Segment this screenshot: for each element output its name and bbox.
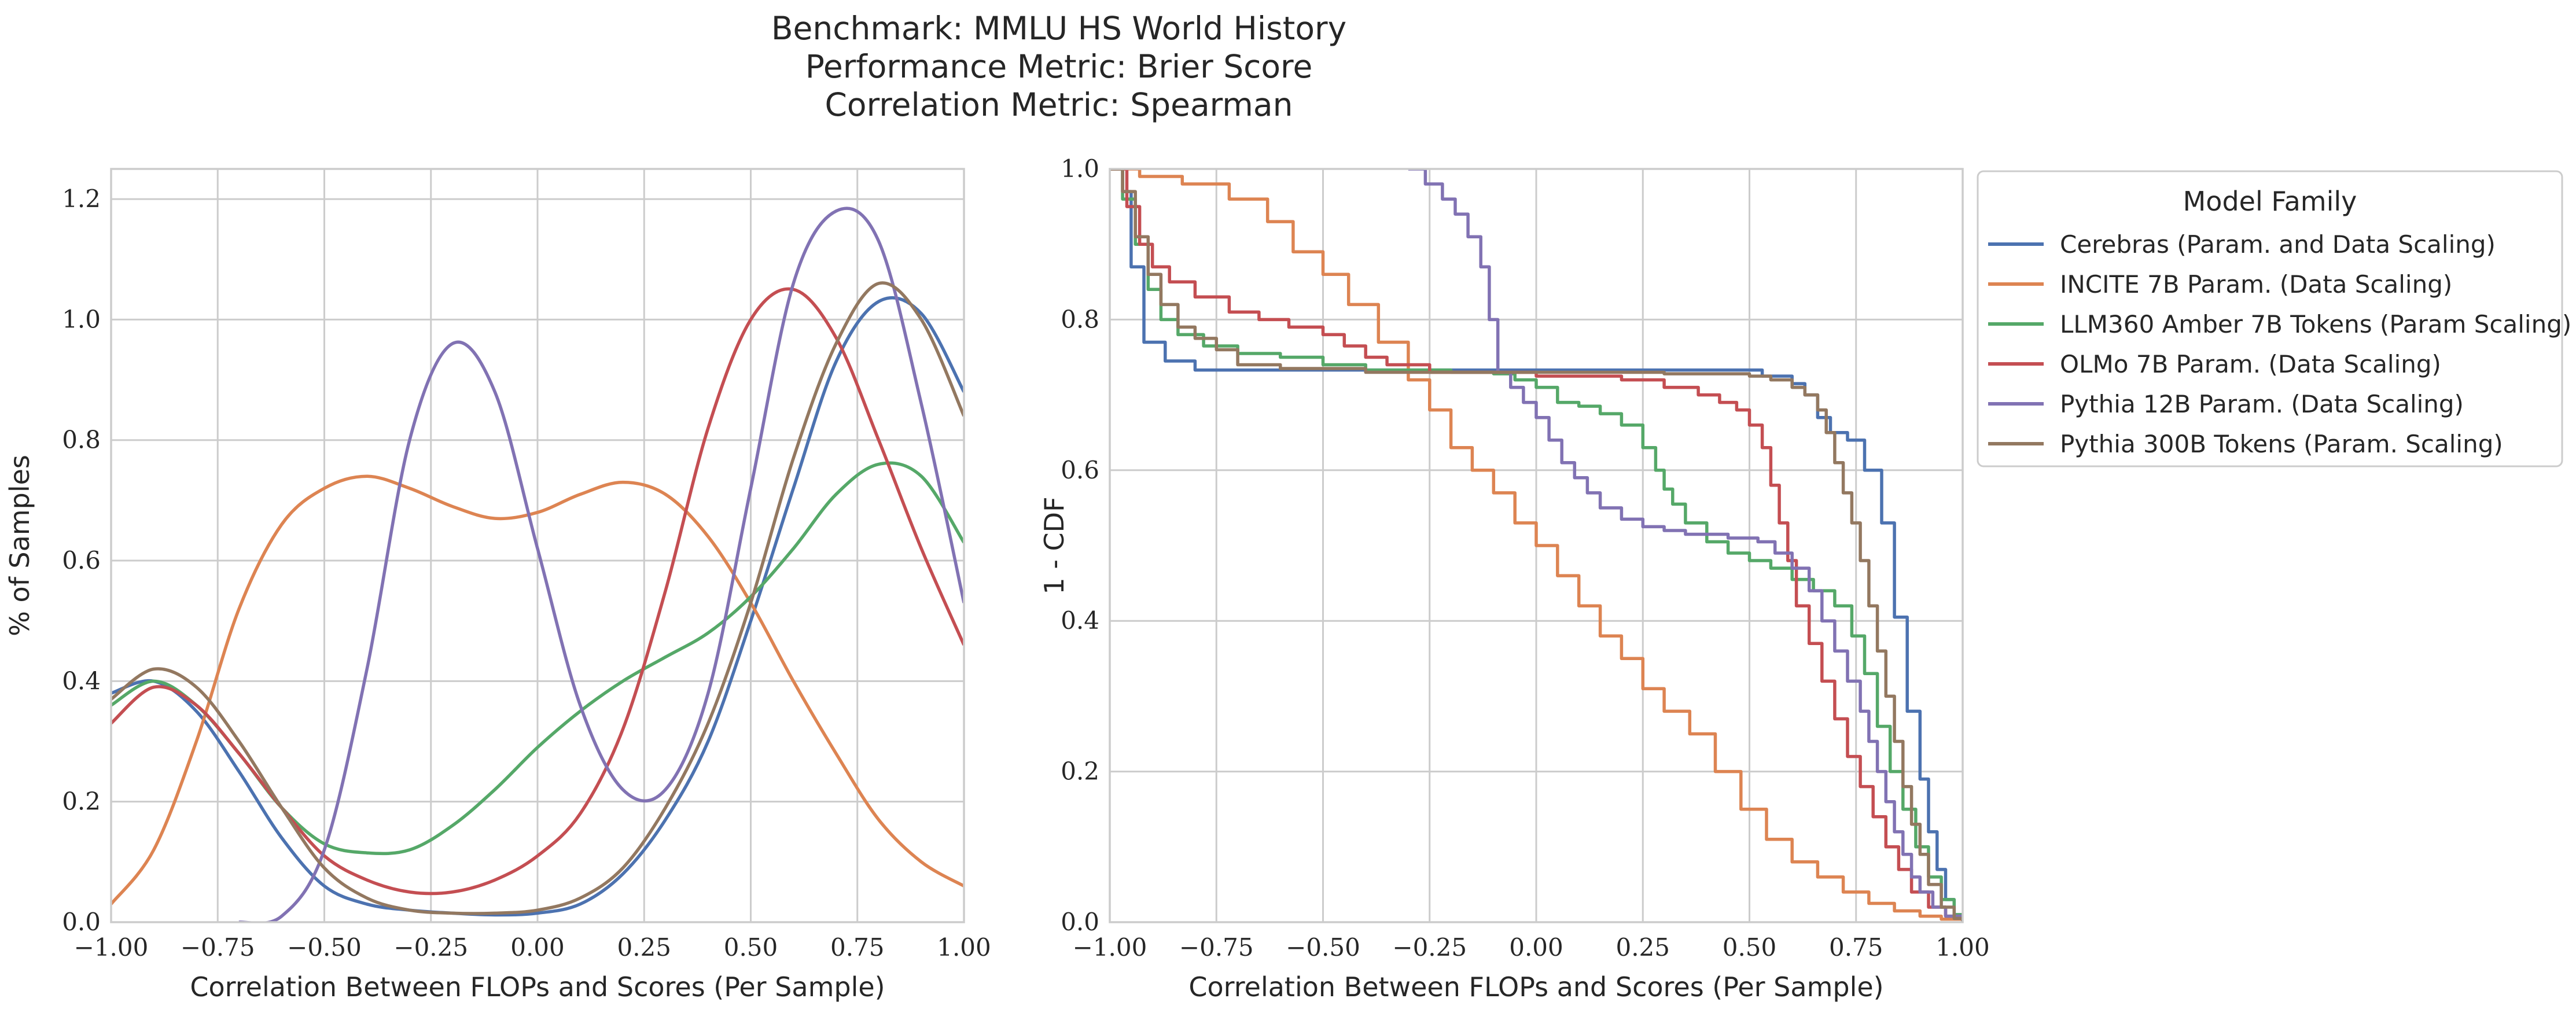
kde-x-tick-label: −0.50 xyxy=(287,933,362,962)
cdf-axes-frame xyxy=(1109,168,1964,923)
kde-series-incite-7b-param-data-scaling xyxy=(111,474,964,905)
legend-label: OLMo 7B Param. (Data Scaling) xyxy=(2060,350,2441,378)
cdf-y-tick-label: 0.4 xyxy=(1061,606,1099,635)
kde-axes-frame xyxy=(110,168,965,923)
kde-x-axis-label: Correlation Between FLOPs and Scores (Pe… xyxy=(190,971,885,1003)
legend-label: LLM360 Amber 7B Tokens (Param Scaling) xyxy=(2060,310,2571,338)
cdf-y-tick-label: 1.0 xyxy=(1061,154,1099,183)
kde-y-tick-label: 1.0 xyxy=(62,305,101,333)
cdf-x-axis-label: Correlation Between FLOPs and Scores (Pe… xyxy=(1188,971,1883,1003)
legend-frame xyxy=(1977,170,2563,467)
kde-y-tick-label: 0.8 xyxy=(62,426,101,454)
kde-series-group xyxy=(111,207,964,922)
legend-item-cerebras-param-and-data-scaling: Cerebras (Param. and Data Scaling) xyxy=(1988,230,2496,259)
kde-x-tick-label: −1.00 xyxy=(74,933,149,962)
kde-x-tick-label: 0.25 xyxy=(617,933,671,962)
legend-label: Pythia 12B Param. (Data Scaling) xyxy=(2060,390,2464,418)
kde-y-tick-label: 1.2 xyxy=(62,185,101,213)
kde-density-plot: −1.00 −0.75 −0.50 −0.25 0.00 0.25 0.50 0.75 1.00… xyxy=(4,168,991,1003)
cdf-series-pythia-12b-param-data-scaling xyxy=(1408,169,1963,922)
legend-item-incite-7b-param-data-scaling: INCITE 7B Param. (Data Scaling) xyxy=(1988,270,2452,299)
kde-x-tick-label: −0.75 xyxy=(181,933,255,962)
cdf-x-tick-label: 0.25 xyxy=(1615,933,1670,962)
cdf-series-group xyxy=(1110,169,1963,922)
kde-x-tick-label: 0.75 xyxy=(830,933,885,962)
cdf-series-pythia-300b-tokens-param-scaling xyxy=(1110,169,1963,922)
cdf-x-tick-label: 0.00 xyxy=(1509,933,1563,962)
title-line-benchmark: Benchmark: MMLU HS World History xyxy=(771,10,1347,47)
cdf-series-cerebras-param-and-data-scaling xyxy=(1110,169,1963,922)
kde-x-tick-label: −0.25 xyxy=(393,933,468,962)
cdf-x-tick-label: 0.75 xyxy=(1829,933,1883,962)
legend-item-llm360-amber-7b-tokens-param-scaling: LLM360 Amber 7B Tokens (Param Scaling) xyxy=(1988,310,2571,338)
cdf-y-tick-label: 0.0 xyxy=(1061,908,1099,936)
kde-series-pythia-300b-tokens-param-scaling xyxy=(111,281,964,915)
kde-x-tick-label: 1.00 xyxy=(937,933,991,962)
legend-label: Cerebras (Param. and Data Scaling) xyxy=(2060,230,2496,259)
kde-y-axis-label: % of Samples xyxy=(4,455,35,636)
kde-series-cerebras-param-and-data-scaling xyxy=(111,296,964,917)
cdf-series-olmo-7b-param-data-scaling xyxy=(1110,169,1963,922)
legend-title: Model Family xyxy=(2183,186,2357,217)
title-line-correlation-metric: Correlation Metric: Spearman xyxy=(825,86,1293,123)
kde-x-tick-label: 0.50 xyxy=(724,933,778,962)
figure-title: Benchmark: MMLU HS World History Perform… xyxy=(0,9,2118,124)
survival-cdf-plot: −1.00 −0.75 −0.50 −0.25 0.00 0.25 0.50 0.75 1.00… xyxy=(1039,154,1990,1003)
cdf-x-tick-label: −0.25 xyxy=(1392,933,1467,962)
cdf-x-tick-label: −0.50 xyxy=(1286,933,1360,962)
cdf-x-tick-label: −0.75 xyxy=(1179,933,1254,962)
legend-item-olmo-7b-param-data-scaling: OLMo 7B Param. (Data Scaling) xyxy=(1988,350,2441,378)
kde-y-tick-label: 0.2 xyxy=(62,787,101,816)
kde-series-olmo-7b-param-data-scaling xyxy=(111,287,964,896)
kde-x-tick-label: 0.00 xyxy=(510,933,565,962)
legend-item-pythia-12b-param-data-scaling: Pythia 12B Param. (Data Scaling) xyxy=(1988,390,2464,418)
cdf-y-tick-label: 0.6 xyxy=(1061,456,1099,484)
kde-y-tick-label: 0.6 xyxy=(62,546,101,574)
legend-item-pythia-300b-tokens-param-scaling: Pythia 300B Tokens (Param. Scaling) xyxy=(1988,430,2503,458)
kde-y-tick-label: 0.4 xyxy=(62,666,101,695)
kde-series-pythia-12b-param-data-scaling xyxy=(238,207,964,922)
cdf-series-incite-7b-param-data-scaling xyxy=(1110,169,1963,922)
cdf-x-tick-label: 1.00 xyxy=(1935,933,1990,962)
legend: Model Family Cerebras (Param. and Data Sc… xyxy=(1977,170,2571,467)
title-line-performance-metric: Performance Metric: Brier Score xyxy=(805,48,1313,85)
kde-y-tick-label: 0.0 xyxy=(62,908,101,936)
cdf-x-tick-label: −1.00 xyxy=(1073,933,1147,962)
cdf-y-axis-label: 1 - CDF xyxy=(1039,496,1070,594)
cdf-y-tick-label: 0.8 xyxy=(1061,305,1099,333)
cdf-y-tick-label: 0.2 xyxy=(1061,757,1099,786)
legend-label: INCITE 7B Param. (Data Scaling) xyxy=(2060,270,2452,299)
legend-label: Pythia 300B Tokens (Param. Scaling) xyxy=(2060,430,2503,458)
cdf-x-tick-label: 0.50 xyxy=(1723,933,1777,962)
